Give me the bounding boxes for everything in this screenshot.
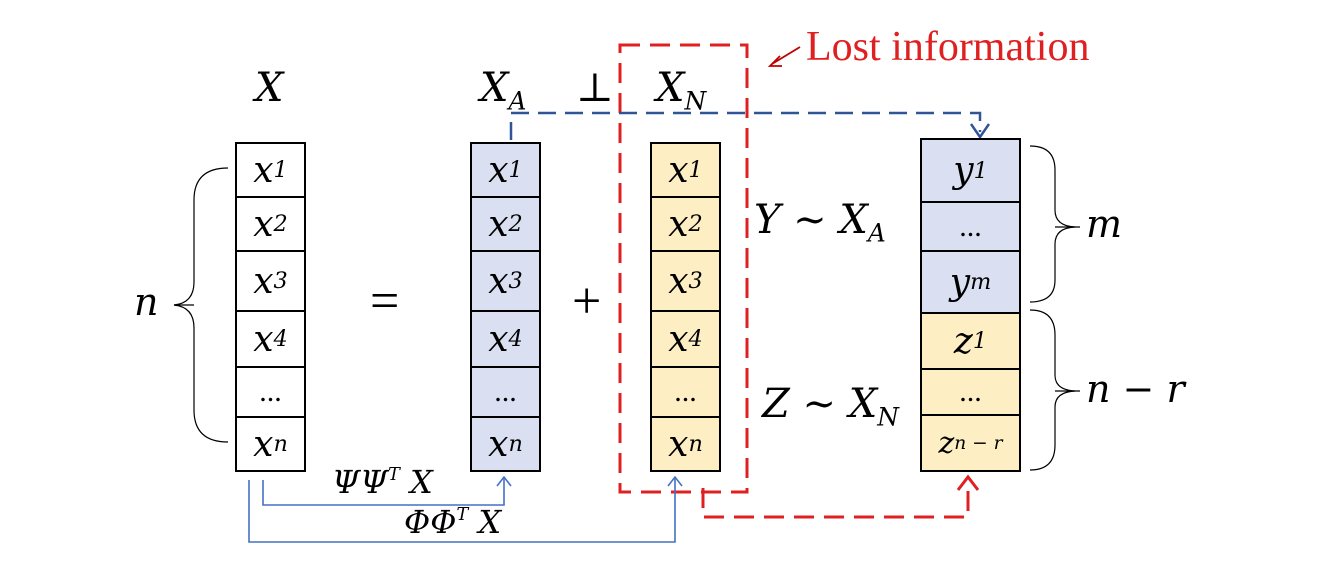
header-xn: XN — [656, 65, 707, 116]
n-label: n — [134, 280, 159, 324]
equals-sign: = — [370, 273, 400, 330]
vector-xa-cell: ... — [470, 366, 541, 418]
psi-projection-arrow — [262, 477, 505, 506]
xa-to-y-arrowhead — [969, 123, 991, 140]
phi-projection-arrowhead — [667, 475, 683, 487]
lost-info-box — [618, 43, 749, 494]
xn-to-z-connector — [701, 482, 970, 519]
vector-xn-cell: ... — [650, 366, 721, 418]
m-label: m — [1086, 202, 1123, 246]
psi-projection-label: ΨΨT X — [332, 463, 433, 501]
lost-info-label: Lost information — [806, 24, 1090, 70]
header-xa: XA — [480, 65, 527, 116]
z-dots-cell: ... — [920, 368, 1021, 416]
y-relation: Y ∼ XA — [754, 197, 886, 248]
xa-to-y-connector — [509, 111, 982, 140]
phi-projection-arrow — [248, 477, 676, 543]
lost-info-pointer — [771, 46, 801, 65]
lost-info-pointer-head — [767, 55, 782, 67]
vector-x-cell: ... — [235, 366, 306, 418]
header-x: X — [255, 65, 284, 111]
y-dots-cell: ... — [920, 201, 1021, 252]
n-minus-r-label: n − r — [1086, 367, 1185, 411]
perp-symbol: ⊥ — [576, 65, 614, 111]
phi-projection-label: ΦΦT X — [404, 503, 502, 541]
psi-projection-arrowhead — [496, 475, 512, 487]
n-minus-r-brace — [1029, 309, 1076, 471]
m-brace — [1029, 145, 1076, 303]
z-relation: Z ∼ XN — [762, 381, 899, 432]
xn-to-z-arrowhead — [956, 474, 980, 491]
plus-sign: + — [572, 273, 602, 330]
